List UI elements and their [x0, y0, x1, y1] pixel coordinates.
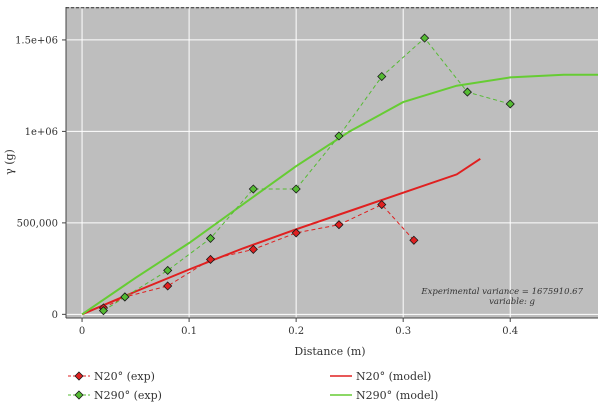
y-tick-label: 1e+06	[25, 127, 58, 138]
exp-point	[163, 265, 173, 276]
exp-point	[334, 220, 344, 230]
exp-point	[248, 184, 258, 194]
y-tick-label: 500,000	[17, 218, 58, 229]
exp-point	[120, 292, 130, 302]
x-tick-label: 0.2	[288, 326, 304, 337]
x-tick-label: 0.1	[181, 326, 197, 337]
exp-point	[462, 87, 472, 97]
exp-point	[377, 71, 387, 82]
x-tick-label: 0	[79, 326, 85, 337]
exp-point	[409, 235, 419, 245]
model-line-N290° (model)	[81, 73, 598, 316]
x-axis-label: Distance (m)	[294, 345, 365, 358]
annotation-variance: Experimental variance = 1675910.67	[420, 287, 583, 297]
legend-marker	[74, 390, 84, 400]
x-tick-label: 0.3	[395, 326, 411, 337]
y-tick-labels: 0 500,000 1e+06 1.5e+06	[15, 35, 66, 321]
exp-point	[248, 244, 258, 254]
y-axis-label: γ (g)	[3, 149, 16, 175]
exp-point	[420, 33, 430, 43]
legend-item: N20° (model)	[330, 370, 431, 383]
exp-point	[291, 184, 301, 194]
exp-point	[205, 254, 216, 265]
exp-point	[505, 99, 515, 109]
legend-label: N290° (model)	[356, 389, 438, 402]
x-tick-label: 0.4	[502, 326, 518, 337]
exp-point	[377, 200, 387, 210]
exp-point	[205, 233, 216, 243]
legend-item: N290° (exp)	[68, 389, 162, 402]
legend-item: N290° (model)	[330, 389, 438, 402]
exp-point	[98, 306, 109, 316]
legend-label: N290° (exp)	[94, 389, 162, 402]
legend-label: N20° (exp)	[94, 370, 155, 383]
legend-marker	[74, 371, 84, 381]
legend: N20° (exp) N290° (exp) N20° (model) N290° (…	[68, 370, 438, 402]
legend-item: N20° (exp)	[68, 370, 155, 383]
y-tick-label: 1.5e+06	[15, 35, 58, 46]
exp-point	[163, 281, 173, 291]
grid-lines	[66, 7, 598, 318]
exp-point	[334, 131, 344, 141]
x-tick-labels: 0 0.1 0.2 0.3 0.4	[79, 318, 518, 337]
series-layer	[81, 33, 598, 316]
axes	[65, 7, 598, 319]
annotation-variable: variable: g	[489, 297, 535, 307]
exp-point	[291, 228, 301, 238]
legend-label: N20° (model)	[356, 370, 431, 383]
exp-line-N290° (exp)	[103, 37, 511, 312]
y-tick-label: 0	[52, 310, 58, 321]
